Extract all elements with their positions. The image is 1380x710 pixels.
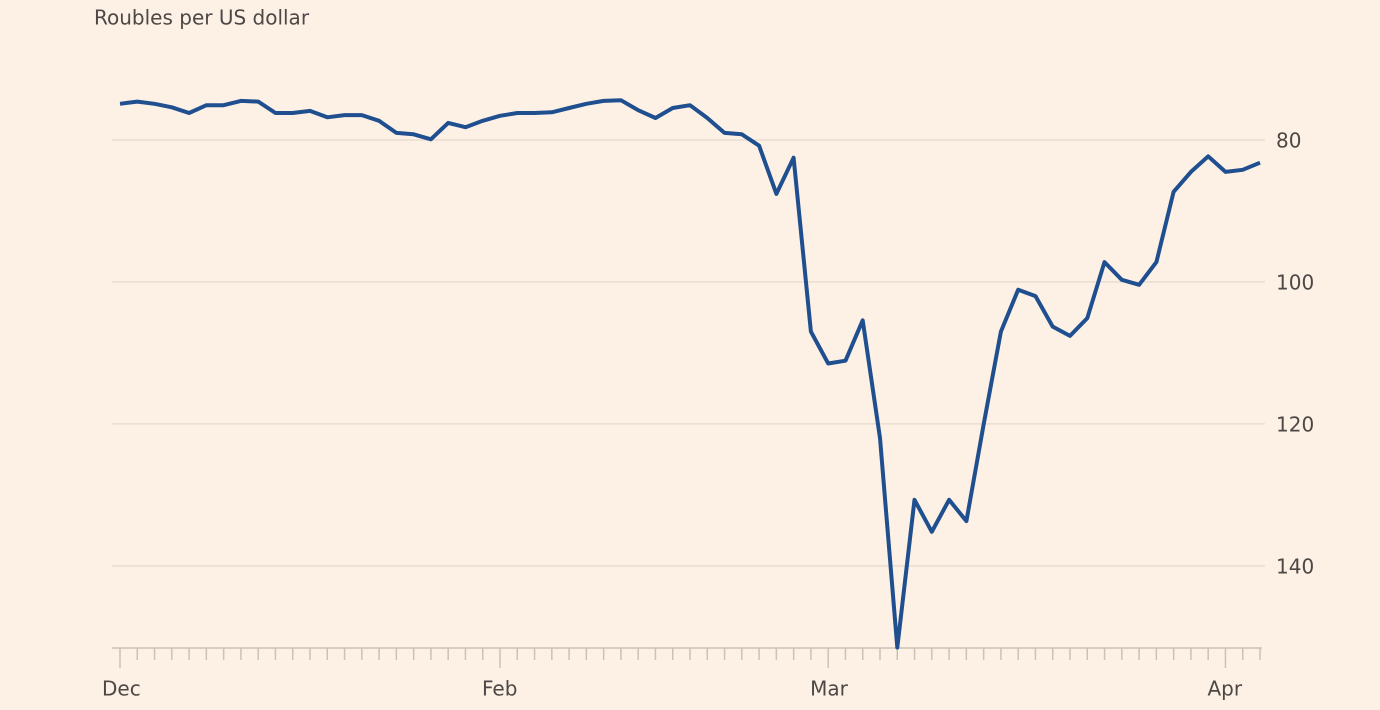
x-tick-label: Apr — [1207, 677, 1242, 701]
y-tick-label: 140 — [1276, 554, 1314, 578]
y-tick-label: 80 — [1276, 128, 1301, 152]
x-tick-label: Dec — [102, 677, 141, 701]
x-tick-label: Mar — [810, 677, 849, 701]
line-series — [119, 98, 1261, 650]
y-tick-label: 100 — [1276, 270, 1314, 294]
y-tick-label: 120 — [1276, 412, 1314, 436]
chart-title: Roubles per US dollar — [94, 6, 310, 30]
x-tick-label: Feb — [482, 677, 517, 701]
